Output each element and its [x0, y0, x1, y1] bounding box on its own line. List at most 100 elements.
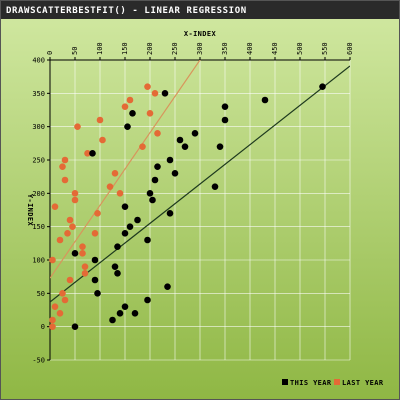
x-axis-ticks: 0 50 100 150 200 250 300 350 400 450 500 550 600 — [46, 42, 354, 60]
point-last-year — [69, 223, 76, 230]
point-this-year — [71, 323, 79, 330]
point-last-year — [79, 250, 86, 257]
point-last-year — [49, 316, 56, 324]
point-last-year — [81, 263, 89, 270]
point-last-year — [84, 150, 91, 157]
point-this-year — [161, 90, 169, 97]
point-this-year — [216, 143, 224, 150]
x-axis-title: X-INDEX — [184, 30, 217, 38]
point-this-year — [94, 290, 101, 297]
point-last-year — [61, 176, 69, 184]
point-this-year — [114, 243, 121, 250]
point-this-year — [151, 176, 159, 184]
y-tick-label: 100 — [32, 257, 45, 265]
scatter-points — [49, 83, 326, 330]
y-tick-label: 300 — [32, 123, 45, 131]
point-this-year — [164, 283, 171, 290]
point-this-year — [319, 83, 326, 90]
point-this-year — [221, 103, 229, 110]
point-this-year — [144, 296, 151, 304]
chart-title: DRAWSCATTERBESTFIT() - LINEAR REGRESSION — [6, 6, 247, 16]
point-last-year — [59, 290, 66, 297]
point-last-year — [111, 170, 119, 177]
point-last-year — [66, 216, 74, 224]
point-last-year — [64, 230, 71, 237]
point-this-year — [89, 150, 96, 157]
y-tick-label: 200 — [32, 190, 45, 198]
x-tick-label: 550 — [321, 42, 329, 55]
point-this-year — [134, 216, 141, 224]
best-fit-lines — [50, 60, 350, 303]
point-this-year — [111, 263, 119, 270]
legend-label-last-year: LAST YEAR — [342, 379, 384, 387]
x-tick-label: 100 — [96, 42, 104, 55]
x-tick-label: 150 — [121, 42, 129, 55]
point-last-year — [56, 310, 64, 317]
point-last-year — [81, 270, 89, 277]
title-bar — [1, 1, 399, 19]
point-last-year — [74, 123, 81, 130]
point-this-year — [129, 110, 136, 117]
point-this-year — [114, 270, 121, 277]
point-this-year — [121, 203, 129, 210]
y-tick-label: 250 — [32, 157, 45, 165]
point-last-year — [144, 83, 151, 90]
point-last-year — [96, 116, 104, 124]
point-this-year — [124, 123, 131, 130]
point-this-year — [91, 256, 99, 264]
point-this-year — [211, 183, 219, 190]
point-this-year — [116, 310, 124, 317]
point-last-year — [121, 103, 129, 110]
point-last-year — [79, 243, 86, 250]
x-tick-label: 400 — [246, 42, 254, 55]
point-last-year — [116, 190, 124, 197]
point-last-year — [59, 163, 66, 170]
point-last-year — [66, 276, 74, 284]
point-this-year — [176, 136, 184, 144]
point-last-year — [61, 156, 69, 164]
point-this-year — [166, 156, 174, 164]
point-this-year — [71, 250, 79, 257]
point-this-year — [191, 130, 199, 137]
y-tick-label: 350 — [32, 90, 45, 98]
point-this-year — [121, 303, 129, 310]
point-this-year — [166, 210, 174, 217]
point-last-year — [51, 303, 59, 310]
point-this-year — [171, 170, 179, 177]
point-this-year — [261, 96, 269, 104]
x-tick-label: 300 — [196, 42, 204, 55]
point-last-year — [61, 296, 69, 304]
point-this-year — [146, 190, 154, 197]
point-this-year — [126, 223, 134, 230]
y-tick-label: 0 — [41, 323, 45, 331]
y-tick-label: 50 — [37, 290, 45, 298]
point-last-year — [99, 136, 106, 144]
point-last-year — [94, 210, 101, 217]
best-fit-line-this-year — [50, 65, 350, 303]
point-this-year — [149, 196, 156, 204]
x-tick-label: 200 — [146, 42, 154, 55]
x-tick-label: 600 — [346, 42, 354, 55]
point-last-year — [51, 203, 59, 210]
point-last-year — [154, 130, 161, 137]
point-this-year — [131, 310, 139, 317]
point-last-year — [146, 110, 154, 117]
point-last-year — [49, 256, 56, 264]
y-axis-ticks: -50 0 50 100 150 200 250 300 350 400 — [32, 57, 50, 365]
point-this-year — [91, 276, 99, 284]
x-tick-label: 500 — [296, 42, 304, 55]
point-last-year — [71, 190, 79, 197]
x-tick-label: 250 — [171, 42, 179, 55]
x-tick-label: 350 — [221, 42, 229, 55]
legend-swatch-this-year — [282, 379, 288, 385]
point-last-year — [49, 323, 56, 330]
point-this-year — [181, 143, 189, 150]
x-tick-label: 50 — [71, 47, 79, 55]
y-tick-label: 150 — [32, 223, 45, 231]
point-last-year — [106, 183, 114, 190]
point-last-year — [139, 143, 146, 150]
x-tick-label: 0 — [46, 51, 54, 55]
point-this-year — [121, 230, 129, 237]
y-tick-label: -50 — [32, 357, 45, 365]
